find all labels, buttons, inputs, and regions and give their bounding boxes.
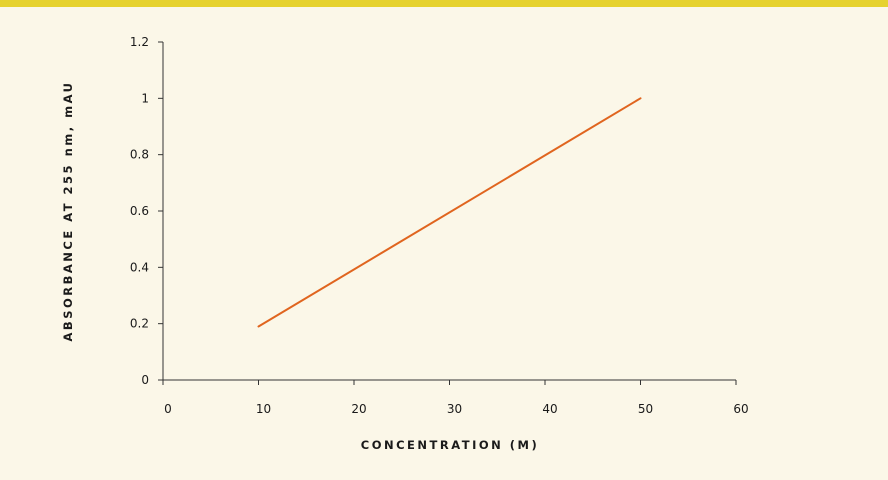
- x-tick-label: 60: [733, 402, 748, 416]
- series-line: [257, 97, 642, 328]
- x-tick-label: 20: [351, 402, 366, 416]
- y-tick-label: 0.8: [130, 148, 149, 162]
- x-axis-ticks: 0 10 20 30 40 50 60: [162, 380, 749, 416]
- x-axis-title: CONCENTRATION (M): [361, 438, 539, 452]
- x-tick-label: 50: [638, 402, 653, 416]
- y-axis-ticks: 0 0.2 0.4 0.6 0.8 1 1.2: [130, 35, 163, 387]
- top-accent-bar: [0, 0, 888, 7]
- chart-panel: [0, 7, 888, 480]
- y-tick-label: 0.4: [130, 260, 149, 274]
- y-tick-label: 1.2: [130, 35, 149, 49]
- x-tick-label: 0: [164, 402, 172, 416]
- y-tick-label: 1: [141, 91, 149, 105]
- axes: [162, 42, 736, 381]
- y-tick-label: 0.6: [130, 204, 149, 218]
- x-tick-label: 30: [447, 402, 462, 416]
- y-axis-title: ABSORBANCE AT 255 nm, mAU: [61, 81, 75, 342]
- x-tick-label: 10: [256, 402, 271, 416]
- series-group: [257, 97, 642, 328]
- x-tick-label: 40: [542, 402, 557, 416]
- y-tick-label: 0: [141, 373, 149, 387]
- y-tick-label: 0.2: [130, 317, 149, 331]
